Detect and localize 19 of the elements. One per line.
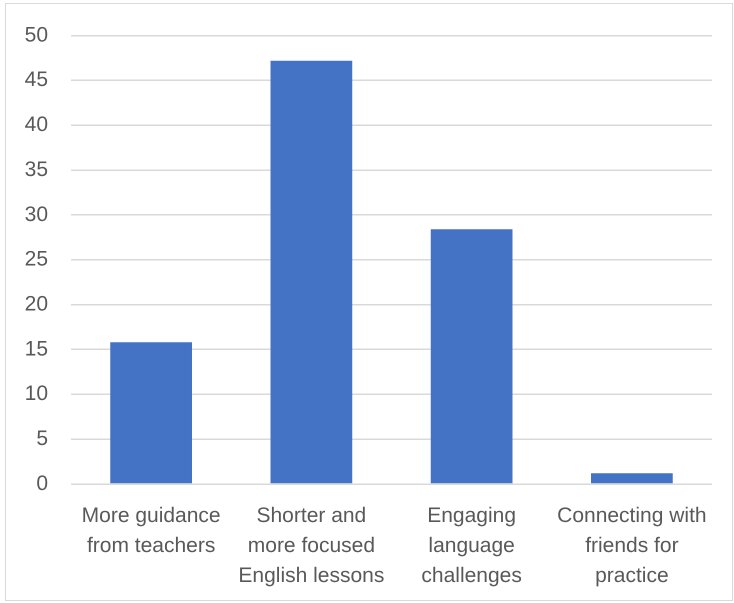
y-tick-label: 0 bbox=[36, 472, 48, 495]
x-tick-label: Connecting with friends for practice bbox=[557, 504, 707, 587]
x-tick-label: Engaging language challenges bbox=[421, 504, 522, 587]
y-tick-label: 15 bbox=[24, 337, 48, 360]
bar bbox=[110, 342, 192, 484]
y-tick-label: 40 bbox=[24, 113, 48, 136]
y-tick-label: 20 bbox=[24, 292, 48, 316]
y-tick-label: 30 bbox=[24, 202, 48, 226]
x-tick-label: More guidance from teachers bbox=[82, 504, 221, 557]
y-tick-label: 25 bbox=[24, 248, 48, 271]
bar bbox=[270, 60, 352, 484]
y-tick-label: 45 bbox=[24, 68, 48, 92]
x-tick-label: Shorter and more focused English lessons bbox=[238, 504, 384, 587]
bar bbox=[591, 473, 673, 484]
y-tick-label: 50 bbox=[24, 23, 48, 46]
y-tick-label: 35 bbox=[24, 158, 48, 181]
y-tick-label: 10 bbox=[24, 382, 48, 406]
y-tick-label: 5 bbox=[36, 426, 48, 450]
bar bbox=[430, 229, 512, 484]
